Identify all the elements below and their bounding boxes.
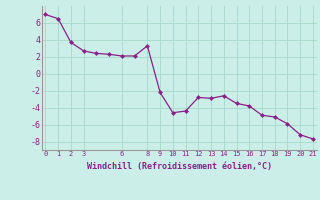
X-axis label: Windchill (Refroidissement éolien,°C): Windchill (Refroidissement éolien,°C) <box>87 162 272 171</box>
